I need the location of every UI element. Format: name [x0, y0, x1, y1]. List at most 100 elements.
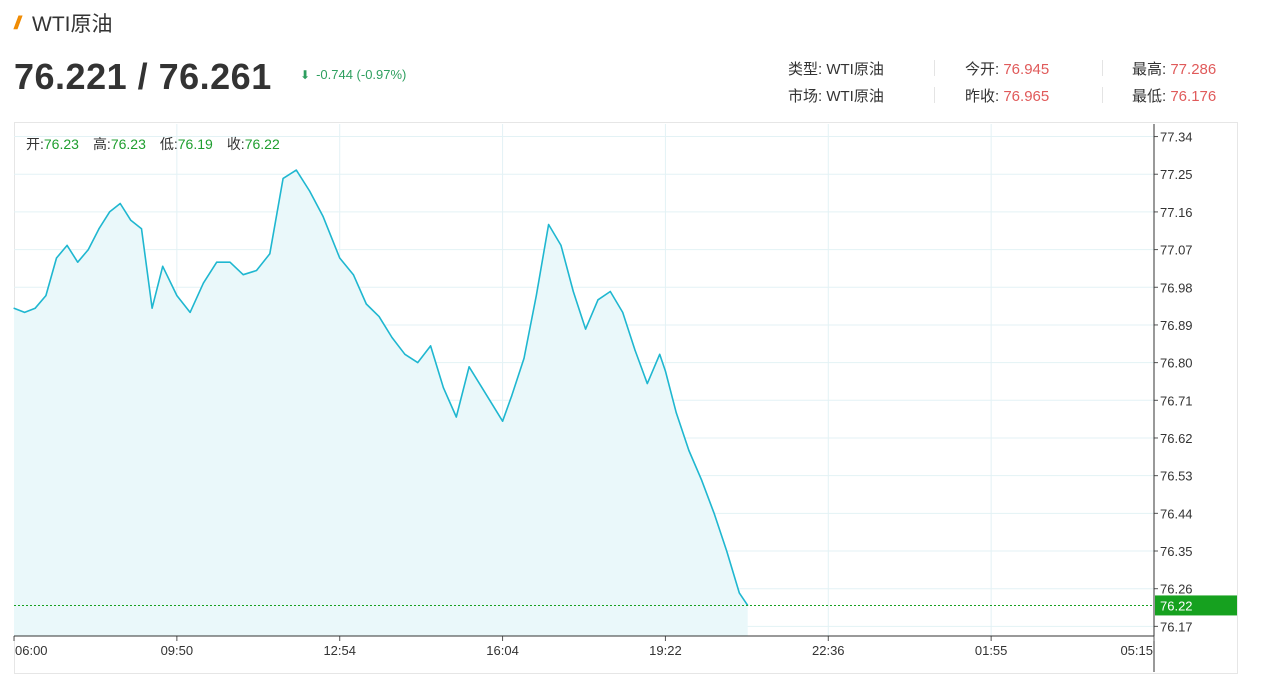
arrow-down-icon: ⬇ [300, 67, 311, 82]
y-tick-label: 76.53 [1160, 469, 1193, 484]
price-point [77, 261, 79, 263]
ohlc-close-label: 收: [226, 136, 245, 152]
price-point [429, 345, 432, 347]
price-point [98, 228, 100, 230]
stat-divider [1102, 87, 1103, 103]
price-point [664, 370, 667, 372]
price-point [378, 315, 380, 318]
ohlc-high: 高:76.23 [93, 134, 146, 154]
x-axis: 06:00 09:50 12:54 16:04 19:22 22:36 01:55 05:15 [13, 635, 1155, 658]
last-price-tag [1155, 595, 1237, 616]
price-point [269, 253, 271, 255]
price-point [66, 244, 68, 247]
bid-ask-price: 76.221 / 76.261 [14, 56, 272, 97]
last-price-label: 76.22 [1160, 598, 1193, 613]
price-point [282, 177, 284, 180]
ohlc-low: 低:76.19 [160, 134, 213, 154]
y-tick-label: 76.35 [1160, 544, 1193, 559]
x-tick-label: 22:36 [812, 643, 845, 658]
ohlc-close-value: 76.22 [244, 136, 280, 152]
price-point [55, 257, 58, 259]
price-point [216, 261, 218, 263]
price-area-fill [14, 170, 748, 636]
price-point [87, 248, 89, 251]
price-change: ⬇ -0.744 (-0.97%) [300, 67, 406, 82]
price-point [151, 307, 153, 309]
stat-open-label: 今开: [965, 61, 1000, 78]
price-point [535, 295, 537, 297]
y-tick-label: 77.34 [1160, 130, 1193, 145]
price-point [295, 169, 297, 171]
ohlc-high-value: 76.23 [110, 136, 146, 152]
price-point [255, 269, 258, 272]
stat-prev-close-value: 76.965 [1003, 88, 1050, 105]
price-point [130, 219, 132, 221]
stat-market: 市场: WTI原油 [788, 85, 884, 106]
ohlc-open-value: 76.23 [43, 136, 79, 152]
price-point [585, 328, 587, 330]
stat-open-value: 76.945 [1003, 61, 1050, 78]
y-tick-label: 76.89 [1160, 318, 1193, 333]
y-tick-label: 76.17 [1160, 619, 1193, 634]
price-point [572, 290, 574, 293]
price-point [13, 307, 15, 309]
stat-high: 最高: 77.286 [1132, 58, 1216, 79]
stat-divider [934, 60, 935, 76]
price-point [34, 307, 36, 309]
stats-panel: 类型: WTI原油 市场: WTI原油 今开: 76.945 昨收: 76.96… [780, 56, 1240, 112]
ohlc-low-value: 76.19 [177, 136, 213, 152]
price-point [738, 592, 740, 594]
price-point [468, 366, 470, 368]
stat-high-value: 77.286 [1170, 61, 1217, 78]
price-point [119, 202, 121, 205]
ohlc-low-label: 低: [159, 136, 178, 152]
price-point [176, 295, 178, 297]
stat-divider [934, 87, 935, 103]
ohlc-open: 开:76.23 [26, 134, 79, 154]
price-point [339, 257, 341, 259]
y-tick-label: 76.71 [1160, 393, 1193, 408]
x-tick-label: 09:50 [161, 643, 194, 658]
ohlc-readout: 开:76.23 高:76.23 低:76.19 收:76.22 [26, 134, 280, 154]
price-point [622, 311, 624, 313]
price-point [404, 353, 406, 355]
y-tick-label: 77.25 [1160, 167, 1193, 182]
price-point [659, 353, 661, 355]
price-point [140, 228, 143, 230]
price-point [609, 290, 611, 293]
stat-divider [1102, 60, 1103, 76]
instrument-title: WTI原油 [32, 13, 113, 36]
x-tick-label: 19:22 [649, 643, 682, 658]
y-tick-label: 77.07 [1160, 243, 1193, 258]
ohlc-close: 收:76.22 [227, 134, 280, 154]
ohlc-open-label: 开: [26, 136, 44, 152]
price-point [202, 282, 205, 284]
stat-low-value: 76.176 [1170, 88, 1217, 105]
stat-type-label: 类型: [788, 61, 823, 78]
price-point [597, 299, 599, 301]
y-tick-label: 76.80 [1160, 356, 1193, 371]
price-point [675, 412, 677, 414]
stat-low: 最低: 76.176 [1132, 85, 1216, 106]
y-tick-label: 76.44 [1160, 506, 1193, 521]
x-tick-label: 06:00 [15, 643, 48, 658]
stat-type: 类型: WTI原油 [788, 58, 884, 79]
x-tick-label: 05:15 [1120, 643, 1153, 658]
price-point [365, 303, 367, 305]
stat-prev-close: 昨收: 76.965 [965, 85, 1049, 106]
y-tick-label: 77.16 [1160, 205, 1193, 220]
price-point [417, 362, 419, 364]
price-point [391, 336, 393, 339]
chart-area [13, 169, 749, 636]
price-point [189, 311, 191, 313]
stat-high-label: 最高: [1132, 61, 1167, 78]
price-point [352, 274, 355, 276]
price-point [501, 420, 504, 422]
y-tick-label: 76.26 [1160, 582, 1193, 597]
stat-market-value: WTI原油 [826, 88, 884, 105]
y-tick-label: 76.62 [1160, 431, 1193, 446]
price-point [229, 261, 231, 263]
change-value: -0.744 (-0.97%) [316, 67, 407, 82]
last-price-marker: 76.22 [14, 595, 1237, 616]
